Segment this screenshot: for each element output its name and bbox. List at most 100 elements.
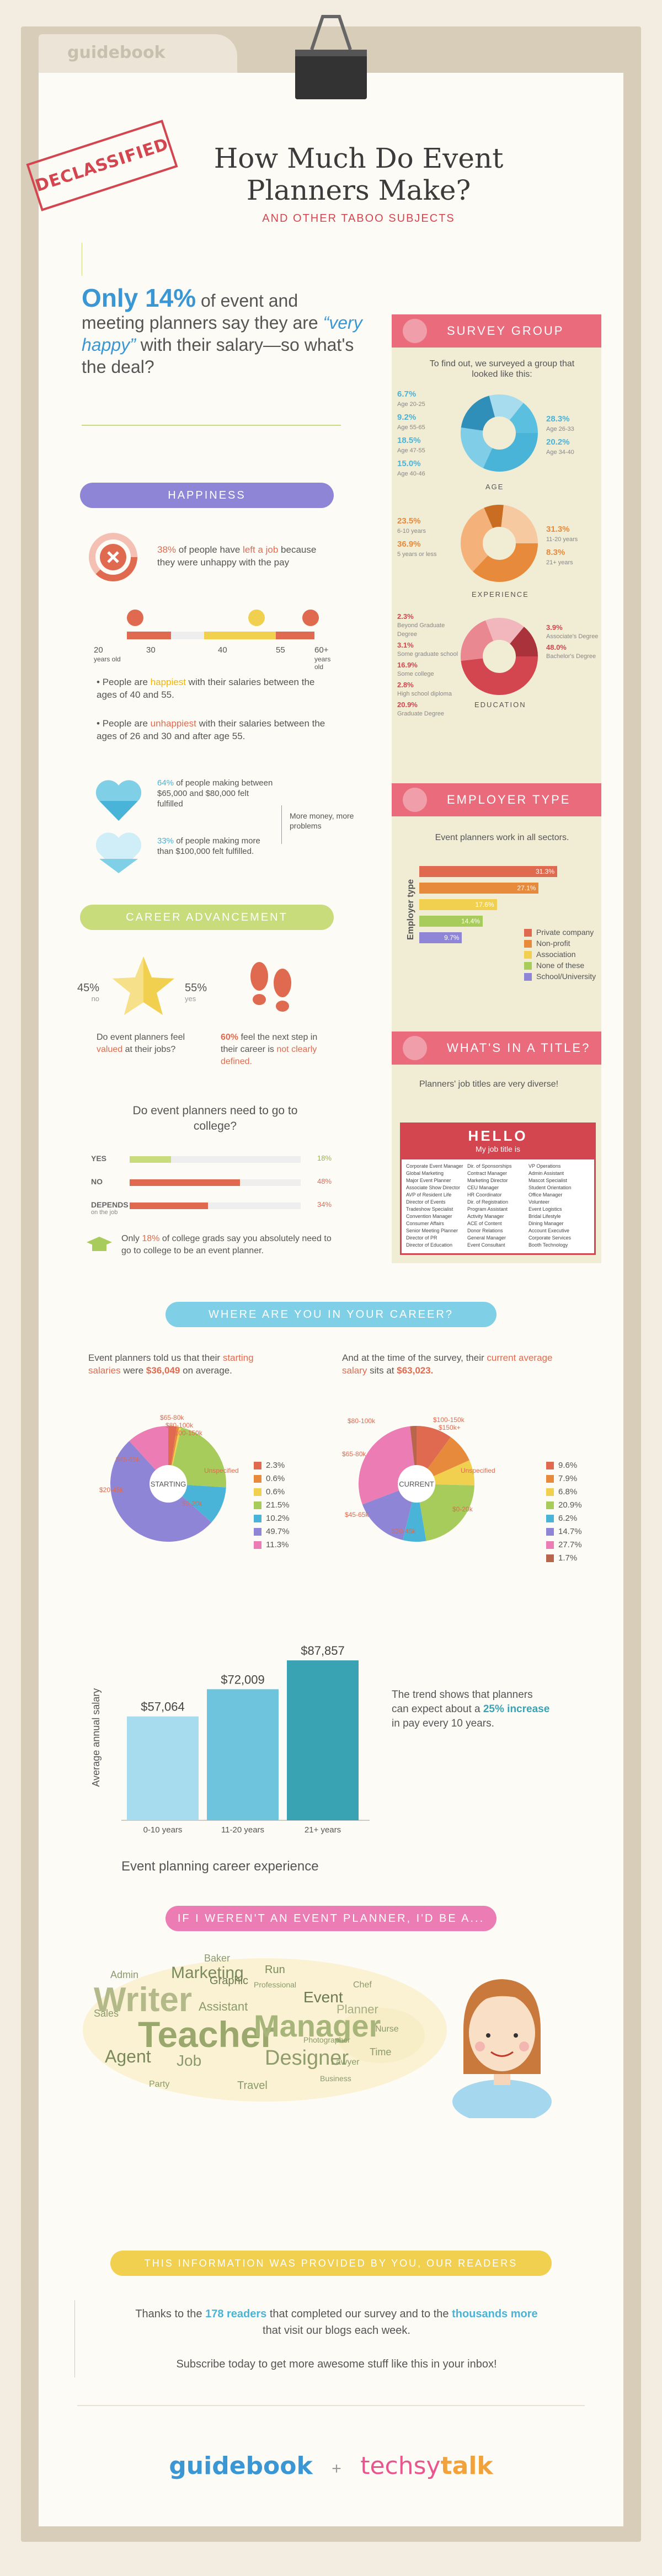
legend-swatch	[524, 951, 532, 959]
college-row-value: 34%	[317, 1200, 332, 1209]
word-travel: Travel	[237, 2080, 268, 2092]
job-title-column-1: Corporate Event Manager Global Marketing M…	[406, 1163, 467, 1249]
job-title-column-3: VP Operations Admin Assistant Mascot Speci…	[528, 1163, 590, 1249]
legend-swatch	[254, 1488, 261, 1497]
current-salary-text: And at the time of the survey, their cur…	[342, 1351, 563, 1377]
employer-legend-item: Non-profit	[524, 938, 601, 949]
talk-logo-part[interactable]: talk	[440, 2452, 493, 2480]
subscribe-text[interactable]: Subscribe today to get more awesome stuf…	[176, 2358, 497, 2370]
legend-swatch	[524, 962, 532, 970]
pie-outer-label: $65-80k	[342, 1450, 366, 1458]
legend-value: 1.7%	[558, 1553, 578, 1563]
age-right-item: 28.3% Age 26-33	[546, 414, 601, 435]
pie-outer-label: $45-65k	[116, 1456, 140, 1463]
employer-bar: 27.1%	[419, 883, 539, 894]
heart-icon	[95, 780, 142, 821]
x-tick-label: 21+ years	[305, 1825, 341, 1835]
thanks-num: 178 readers	[205, 2308, 267, 2320]
college-row-value: 18%	[317, 1154, 332, 1162]
age-left-label: Age 20-25	[397, 401, 425, 408]
age-tick-60: 60+	[314, 645, 329, 655]
pie-slice	[417, 1484, 474, 1541]
pie-legend-item: 2.3%	[254, 1459, 290, 1472]
legend-value: 21.5%	[266, 1500, 290, 1510]
trend-hl: 25% increase	[483, 1703, 550, 1715]
unhappiest-t1: People are	[102, 718, 148, 729]
employer-type-bar: EMPLOYER TYPE	[392, 783, 601, 816]
job-title: Global Marketing	[406, 1171, 444, 1176]
folder-label: guidebook	[67, 43, 166, 62]
job-title: Corporate Services	[528, 1235, 572, 1241]
job-title: AVP of Resident Life	[406, 1192, 452, 1198]
word-nurse: Nurse	[375, 2024, 399, 2034]
word-marketing: Marketing	[171, 1964, 244, 1982]
college-note: Only 18% of college grads say you absolu…	[121, 1233, 342, 1257]
techsy-logo-part[interactable]: techsy	[360, 2452, 441, 2480]
college-track	[130, 1203, 301, 1209]
word-cloud-words: Writer Teacher Manager Marketing Agent J…	[72, 1947, 458, 2113]
start-amt: $36,049	[146, 1365, 180, 1376]
left-job-t1: of people have	[178, 544, 241, 555]
exp-left-item: 23.5% 6-10 years	[397, 516, 458, 537]
age-label: AGE	[485, 483, 504, 491]
legend-swatch	[254, 1528, 261, 1536]
college-row: YES 18%	[91, 1153, 339, 1169]
job-title: Associate Show Director	[406, 1185, 461, 1190]
starting-salary-pie: STARTING $65-80k$80-100k$100-150k $45-65k U…	[99, 1414, 239, 1542]
age-left-label: Age 55-65	[397, 424, 425, 431]
age-left-value: 6.7%	[397, 389, 417, 399]
start-t2: were	[123, 1365, 144, 1376]
edu-right-item: 3.9% Associate's Degree	[546, 623, 601, 641]
legend-label: Non-profit	[536, 939, 570, 948]
age-tick-55: 55	[276, 645, 285, 655]
pie-legend-item: 11.3%	[254, 1538, 290, 1552]
employer-legend-item: None of these	[524, 960, 601, 971]
y-axis-label: Average annual salary	[90, 1688, 102, 1787]
age-right-labels: 28.3% Age 26-33 20.2% Age 34-40	[546, 414, 601, 460]
happiest-stat: • People are happiest with their salarie…	[97, 677, 315, 700]
job-title: Consumer Affairs	[406, 1221, 444, 1226]
age-tick-40: 40	[218, 645, 227, 655]
more-money-note: More money, more problems	[290, 811, 354, 830]
age-scale	[94, 632, 325, 640]
pie-outer-label: $65-80k	[160, 1414, 184, 1421]
guidebook-logo[interactable]: guidebook	[169, 2452, 313, 2480]
legend-swatch	[546, 1501, 554, 1510]
yes-pct: 55% yes	[185, 982, 207, 1003]
job-title: HR Coordinator	[467, 1192, 502, 1198]
legend-swatch	[546, 1541, 554, 1549]
job-title: Contract Manager	[467, 1171, 508, 1176]
legend-swatch	[546, 1488, 554, 1497]
lead-text-1: of event and meeting planners say they a…	[82, 291, 318, 333]
fulfilled-33-text: of people making more than $100,000 felt…	[157, 836, 260, 856]
experience-label: EXPERIENCE	[472, 590, 529, 598]
edu-left-item: 2.3% Beyond Graduate Degree	[397, 612, 463, 639]
yes-pct-value: 55%	[185, 982, 207, 994]
job-title: Booth Technology	[528, 1242, 568, 1248]
job-title: Activity Manager	[467, 1214, 504, 1219]
woman-illustration	[452, 1979, 552, 2118]
neutral-range	[171, 632, 204, 639]
job-title: Dining Manager	[528, 1221, 564, 1226]
fulfilled-64-pct: 64%	[157, 778, 174, 788]
job-title: ACE of Content	[467, 1221, 502, 1226]
age-right-label: Age 34-40	[546, 449, 574, 456]
legend-swatch	[546, 1515, 554, 1523]
folder-tab: guidebook	[39, 34, 237, 73]
pie-legend-item: 20.9%	[546, 1499, 582, 1512]
no-label: no	[91, 995, 100, 1003]
job-title: Volunteer	[528, 1199, 550, 1205]
legend-value: 6.2%	[558, 1514, 578, 1523]
education-left-labels: 2.3% Beyond Graduate Degree 3.1% Some gradu…	[397, 612, 463, 720]
word-professional: Professional	[254, 1980, 297, 1989]
left-job-pct: 38%	[157, 544, 177, 555]
footprints-icon	[250, 962, 291, 1012]
bar-value-label: $57,064	[141, 1700, 185, 1714]
pie-outer-label: Unspecified	[204, 1467, 239, 1474]
bar-value-label: $87,857	[301, 1644, 345, 1658]
starting-legend: 2.3% 0.6% 0.6% 21.5% 10.2% 49.7% 11.3%	[254, 1459, 290, 1552]
starting-salary-text: Event planners told us that their starti…	[88, 1351, 287, 1377]
job-title: Event Logistics	[528, 1206, 562, 1212]
right-column: SURVEY GROUP To find out, we surveyed a …	[392, 314, 601, 1263]
footer-divider	[77, 2405, 585, 2406]
